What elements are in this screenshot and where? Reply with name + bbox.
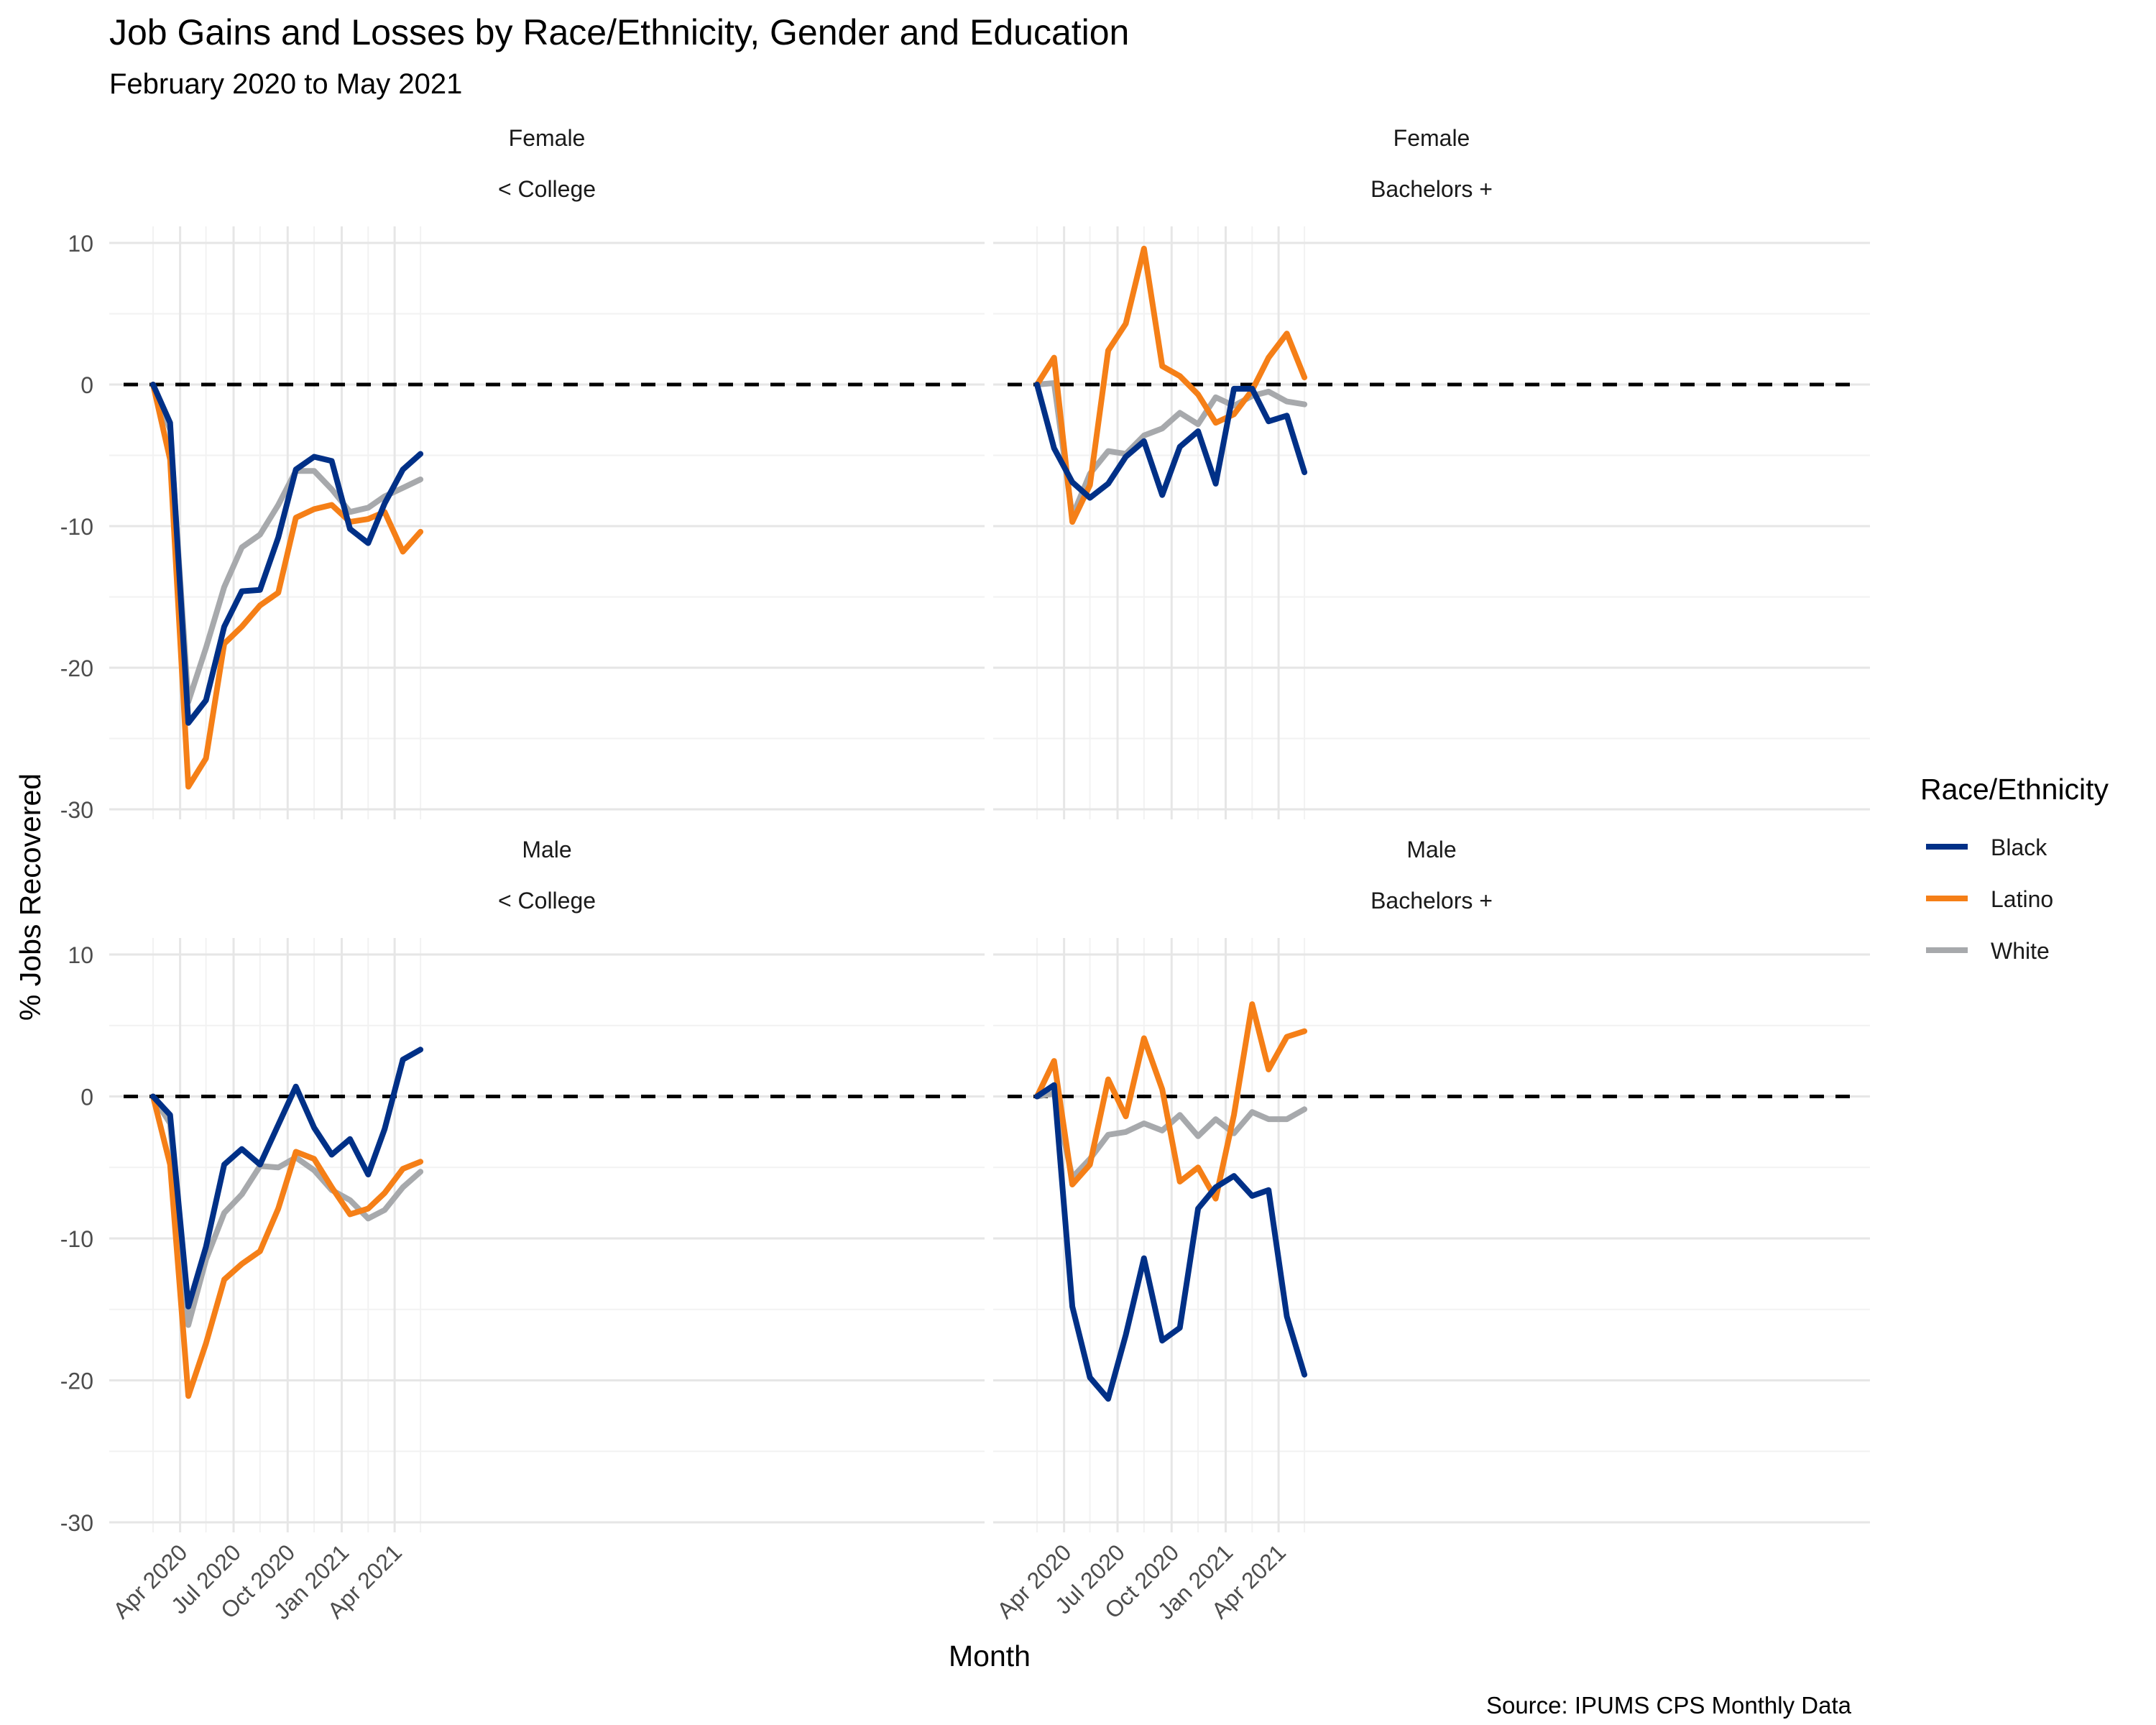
legend: Race/Ethnicity Black Latino White [1920, 773, 2109, 964]
legend-label-white: White [1991, 938, 2050, 964]
series-line-black [1034, 382, 1308, 501]
series-line-black [150, 382, 424, 726]
y-tick-label: -10 [60, 514, 93, 540]
series-line-latino [1034, 245, 1308, 525]
y-axis-label: % Jobs Recovered [14, 773, 47, 1021]
x-axis-label: Month [949, 1639, 1031, 1673]
strip-label-gender: Male [1406, 837, 1456, 862]
strip-label-education: Bachelors + [1370, 176, 1493, 202]
series-line-latino [150, 1093, 424, 1399]
facet-panels: Female < College 10 0 -10 -20 -30 Female Bachelo… [60, 125, 1870, 1624]
y-tick-label: -20 [60, 656, 93, 681]
series-line-black [150, 1046, 424, 1310]
panel-female-college: Female < College 10 0 -10 -20 -30 [60, 125, 985, 823]
legend-label-latino: Latino [1991, 886, 2053, 912]
chart-subtitle: February 2020 to May 2021 [109, 68, 462, 100]
strip-label-education: Bachelors + [1370, 888, 1493, 914]
legend-label-black: Black [1991, 834, 2047, 860]
y-tick-label: 10 [68, 231, 93, 257]
y-tick-label: -30 [60, 1510, 93, 1536]
series-line-black [1034, 1082, 1308, 1402]
panel-female-bachelors: Female Bachelors + [993, 125, 1870, 819]
series-line-latino [150, 382, 424, 790]
strip-label-gender: Male [522, 837, 571, 862]
strip-label-gender: Female [509, 125, 586, 151]
y-tick-label: -30 [60, 797, 93, 823]
series-line-white [1034, 380, 1308, 520]
legend-title: Race/Ethnicity [1920, 773, 2109, 806]
series-line-latino [1034, 1001, 1308, 1202]
strip-label-education: < College [498, 888, 596, 914]
y-tick-label: 10 [68, 942, 93, 968]
y-tick-label: -20 [60, 1368, 93, 1394]
series-line-white [150, 1093, 424, 1328]
y-tick-label: 0 [80, 372, 93, 398]
y-tick-label: -10 [60, 1226, 93, 1252]
strip-label-education: < College [498, 176, 596, 202]
source-caption: Source: IPUMS CPS Monthly Data [1486, 1692, 1852, 1719]
y-tick-label: 0 [80, 1085, 93, 1110]
series-line-white [150, 382, 424, 705]
chart-title: Job Gains and Losses by Race/Ethnicity, … [109, 12, 1129, 52]
strip-label-gender: Female [1393, 125, 1470, 151]
